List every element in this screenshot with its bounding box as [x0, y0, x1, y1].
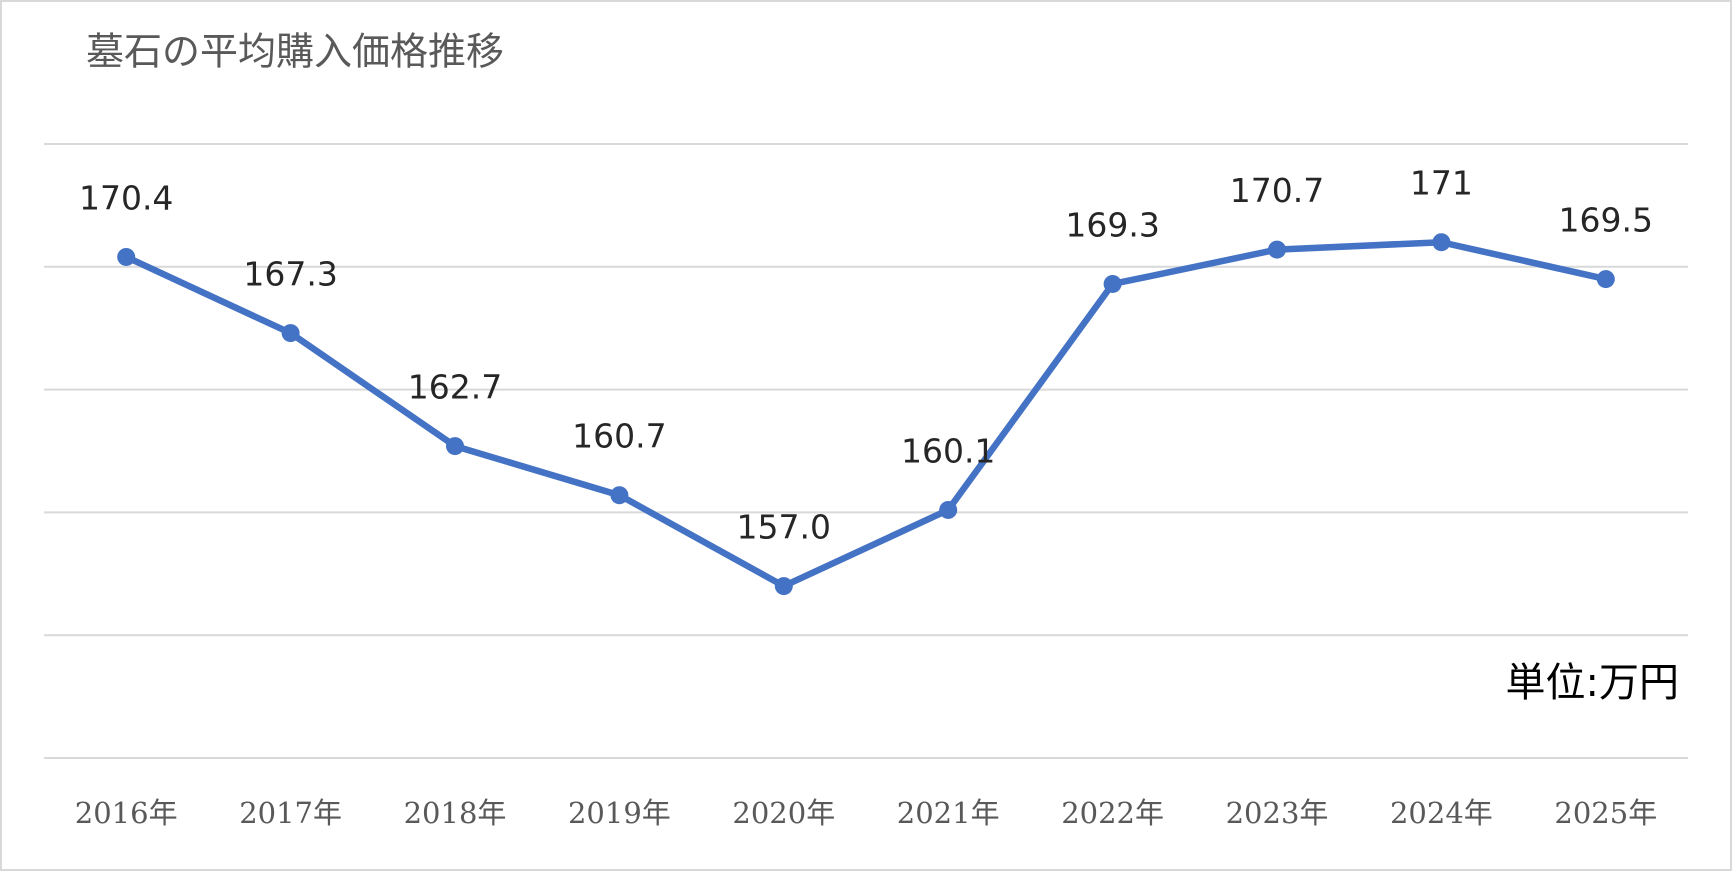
data-label: 162.7	[408, 368, 502, 407]
data-point	[446, 437, 464, 456]
data-label: 170.7	[1230, 171, 1324, 210]
data-point	[774, 577, 793, 596]
data-point	[1268, 240, 1286, 259]
x-tick-label: 2024年	[1390, 796, 1493, 830]
data-label: 160.1	[901, 431, 995, 470]
data-point	[939, 500, 958, 519]
data-label: 169.3	[1065, 205, 1159, 244]
x-tick-label: 2016年	[75, 796, 178, 830]
data-point	[1432, 233, 1451, 252]
x-tick-label: 2019年	[568, 796, 671, 830]
data-label: 157.0	[737, 508, 831, 547]
data-point	[1103, 274, 1122, 293]
data-point	[117, 247, 136, 266]
x-tick-label: 2018年	[404, 796, 507, 830]
data-label: 170.4	[79, 178, 173, 217]
x-tick-label: 2020年	[732, 796, 835, 830]
x-tick-label: 2017年	[239, 796, 342, 830]
x-tick-label: 2023年	[1226, 796, 1329, 830]
data-label: 160.7	[572, 417, 666, 456]
chart-title: 墓石の平均購入価格推移	[86, 30, 504, 74]
data-label: 169.5	[1559, 201, 1653, 240]
data-label: 167.3	[243, 255, 337, 294]
data-point	[610, 486, 629, 505]
data-label: 171	[1410, 164, 1473, 203]
unit-annotation: 単位:万円	[1506, 660, 1679, 706]
x-tick-label: 2025年	[1554, 796, 1657, 830]
data-point	[1596, 270, 1615, 289]
x-tick-label: 2021年	[897, 796, 1000, 830]
data-point	[281, 324, 300, 343]
x-tick-label: 2022年	[1061, 796, 1164, 830]
series-line	[124, 238, 1607, 590]
